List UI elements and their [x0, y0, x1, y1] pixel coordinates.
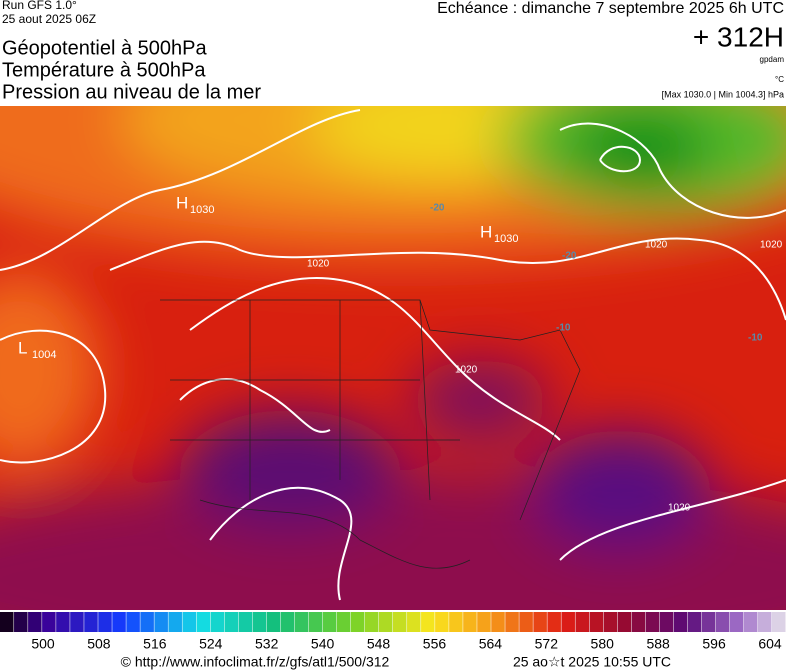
colorbar-label: 508 [87, 636, 111, 652]
color-swatch [280, 612, 295, 632]
color-swatch [743, 612, 758, 632]
pressure-center: L [18, 338, 27, 357]
pressure-value: 1030 [494, 233, 518, 245]
color-swatch [42, 612, 56, 632]
colorbar-label: 588 [646, 636, 670, 652]
color-swatch [491, 612, 505, 632]
color-swatch [771, 612, 786, 632]
run: Run GFS 1.0° [2, 0, 77, 12]
color-swatch [140, 612, 154, 632]
footer-stamp: 25 ao☆t 2025 10:55 UTC [513, 654, 671, 670]
color-swatch [757, 612, 772, 632]
valid-time: Echéance : dimanche 7 septembre 2025 6h … [437, 0, 784, 17]
color-swatch [673, 612, 688, 632]
color-swatch [112, 612, 126, 632]
color-swatch [252, 612, 267, 632]
pressure-value: 1030 [190, 204, 214, 216]
color-swatch [659, 612, 674, 632]
color-swatch [0, 612, 14, 632]
color-swatch [589, 612, 604, 632]
color-swatch [14, 612, 28, 632]
color-swatch [505, 612, 519, 632]
isotherm-label: -10 [748, 333, 763, 344]
color-swatch [519, 612, 533, 632]
color-swatch [154, 612, 168, 632]
color-swatch [645, 612, 660, 632]
color-swatch [294, 612, 309, 632]
isotherm-label: -20 [562, 251, 577, 262]
color-swatch [715, 612, 730, 632]
color-swatch [196, 612, 211, 632]
colorbar-label: 596 [702, 636, 726, 652]
color-swatch [84, 612, 98, 632]
field: Température à 500hPa [2, 59, 206, 81]
isobar-label: 1020 [307, 259, 330, 270]
color-swatch [477, 612, 491, 632]
field: Pression au niveau de la mer [2, 81, 261, 103]
colorbar-label: 572 [535, 636, 559, 652]
colorbar-label: 516 [143, 636, 167, 652]
lead-time: + 312H [693, 21, 784, 52]
color-swatch [575, 612, 589, 632]
isotherm-label: -20 [430, 203, 445, 214]
isobar-label: 1020 [645, 240, 668, 251]
run-date: 25 aout 2025 06Z [2, 12, 96, 26]
color-swatch [28, 612, 42, 632]
color-swatch [561, 612, 575, 632]
color-swatch [98, 612, 112, 632]
color-swatch [56, 612, 70, 632]
color-swatch [603, 612, 618, 632]
isobar-label: 1020 [668, 503, 691, 514]
color-swatch [378, 612, 393, 632]
colorbar-label: 604 [758, 636, 782, 652]
isobar-label: 1020 [760, 240, 783, 251]
color-swatch [182, 612, 196, 632]
colorbar-label: 500 [31, 636, 55, 652]
color-swatch [463, 612, 477, 632]
colorbar-label: 556 [423, 636, 447, 652]
pressure-center: H [480, 222, 492, 241]
colorbar-label: 540 [311, 636, 335, 652]
color-swatch [224, 612, 239, 632]
pressure-range: [Max 1030.0 | Min 1004.3] hPa [662, 89, 784, 99]
color-swatch [266, 612, 281, 632]
colorbar-label: 532 [255, 636, 279, 652]
isobar-label: 1020 [455, 365, 478, 376]
color-swatch [322, 612, 337, 632]
colorbar-label: 524 [199, 636, 223, 652]
colorbar-label: 580 [591, 636, 615, 652]
color-swatch [168, 612, 182, 632]
colorbar-label: 548 [367, 636, 391, 652]
color-swatch [729, 612, 744, 632]
color-swatch [70, 612, 84, 632]
pressure-center: H [176, 193, 188, 212]
color-swatch [407, 612, 421, 632]
color-swatch [393, 612, 407, 632]
pressure-value: 1004 [32, 349, 56, 361]
isotherm-label: -10 [556, 323, 571, 334]
color-swatch [126, 612, 140, 632]
color-swatch [435, 612, 449, 632]
color-swatch [238, 612, 253, 632]
colorbar-label: 564 [479, 636, 503, 652]
color-swatch [533, 612, 547, 632]
color-swatch [350, 612, 365, 632]
color-swatch [364, 612, 379, 632]
color-swatch [687, 612, 702, 632]
field: Géopotentiel à 500hPa [2, 37, 207, 59]
color-swatch [617, 612, 632, 632]
footer-url: © http://www.infoclimat.fr/z/gfs/atl1/50… [121, 654, 390, 670]
color-swatch [421, 612, 435, 632]
color-swatch [701, 612, 716, 632]
color-swatch [308, 612, 323, 632]
color-swatch [631, 612, 646, 632]
color-swatch [449, 612, 463, 632]
unit: gpdam [760, 55, 785, 64]
color-swatch [336, 612, 351, 632]
unit: °C [775, 75, 784, 84]
color-swatch [547, 612, 561, 632]
color-swatch [210, 612, 225, 632]
